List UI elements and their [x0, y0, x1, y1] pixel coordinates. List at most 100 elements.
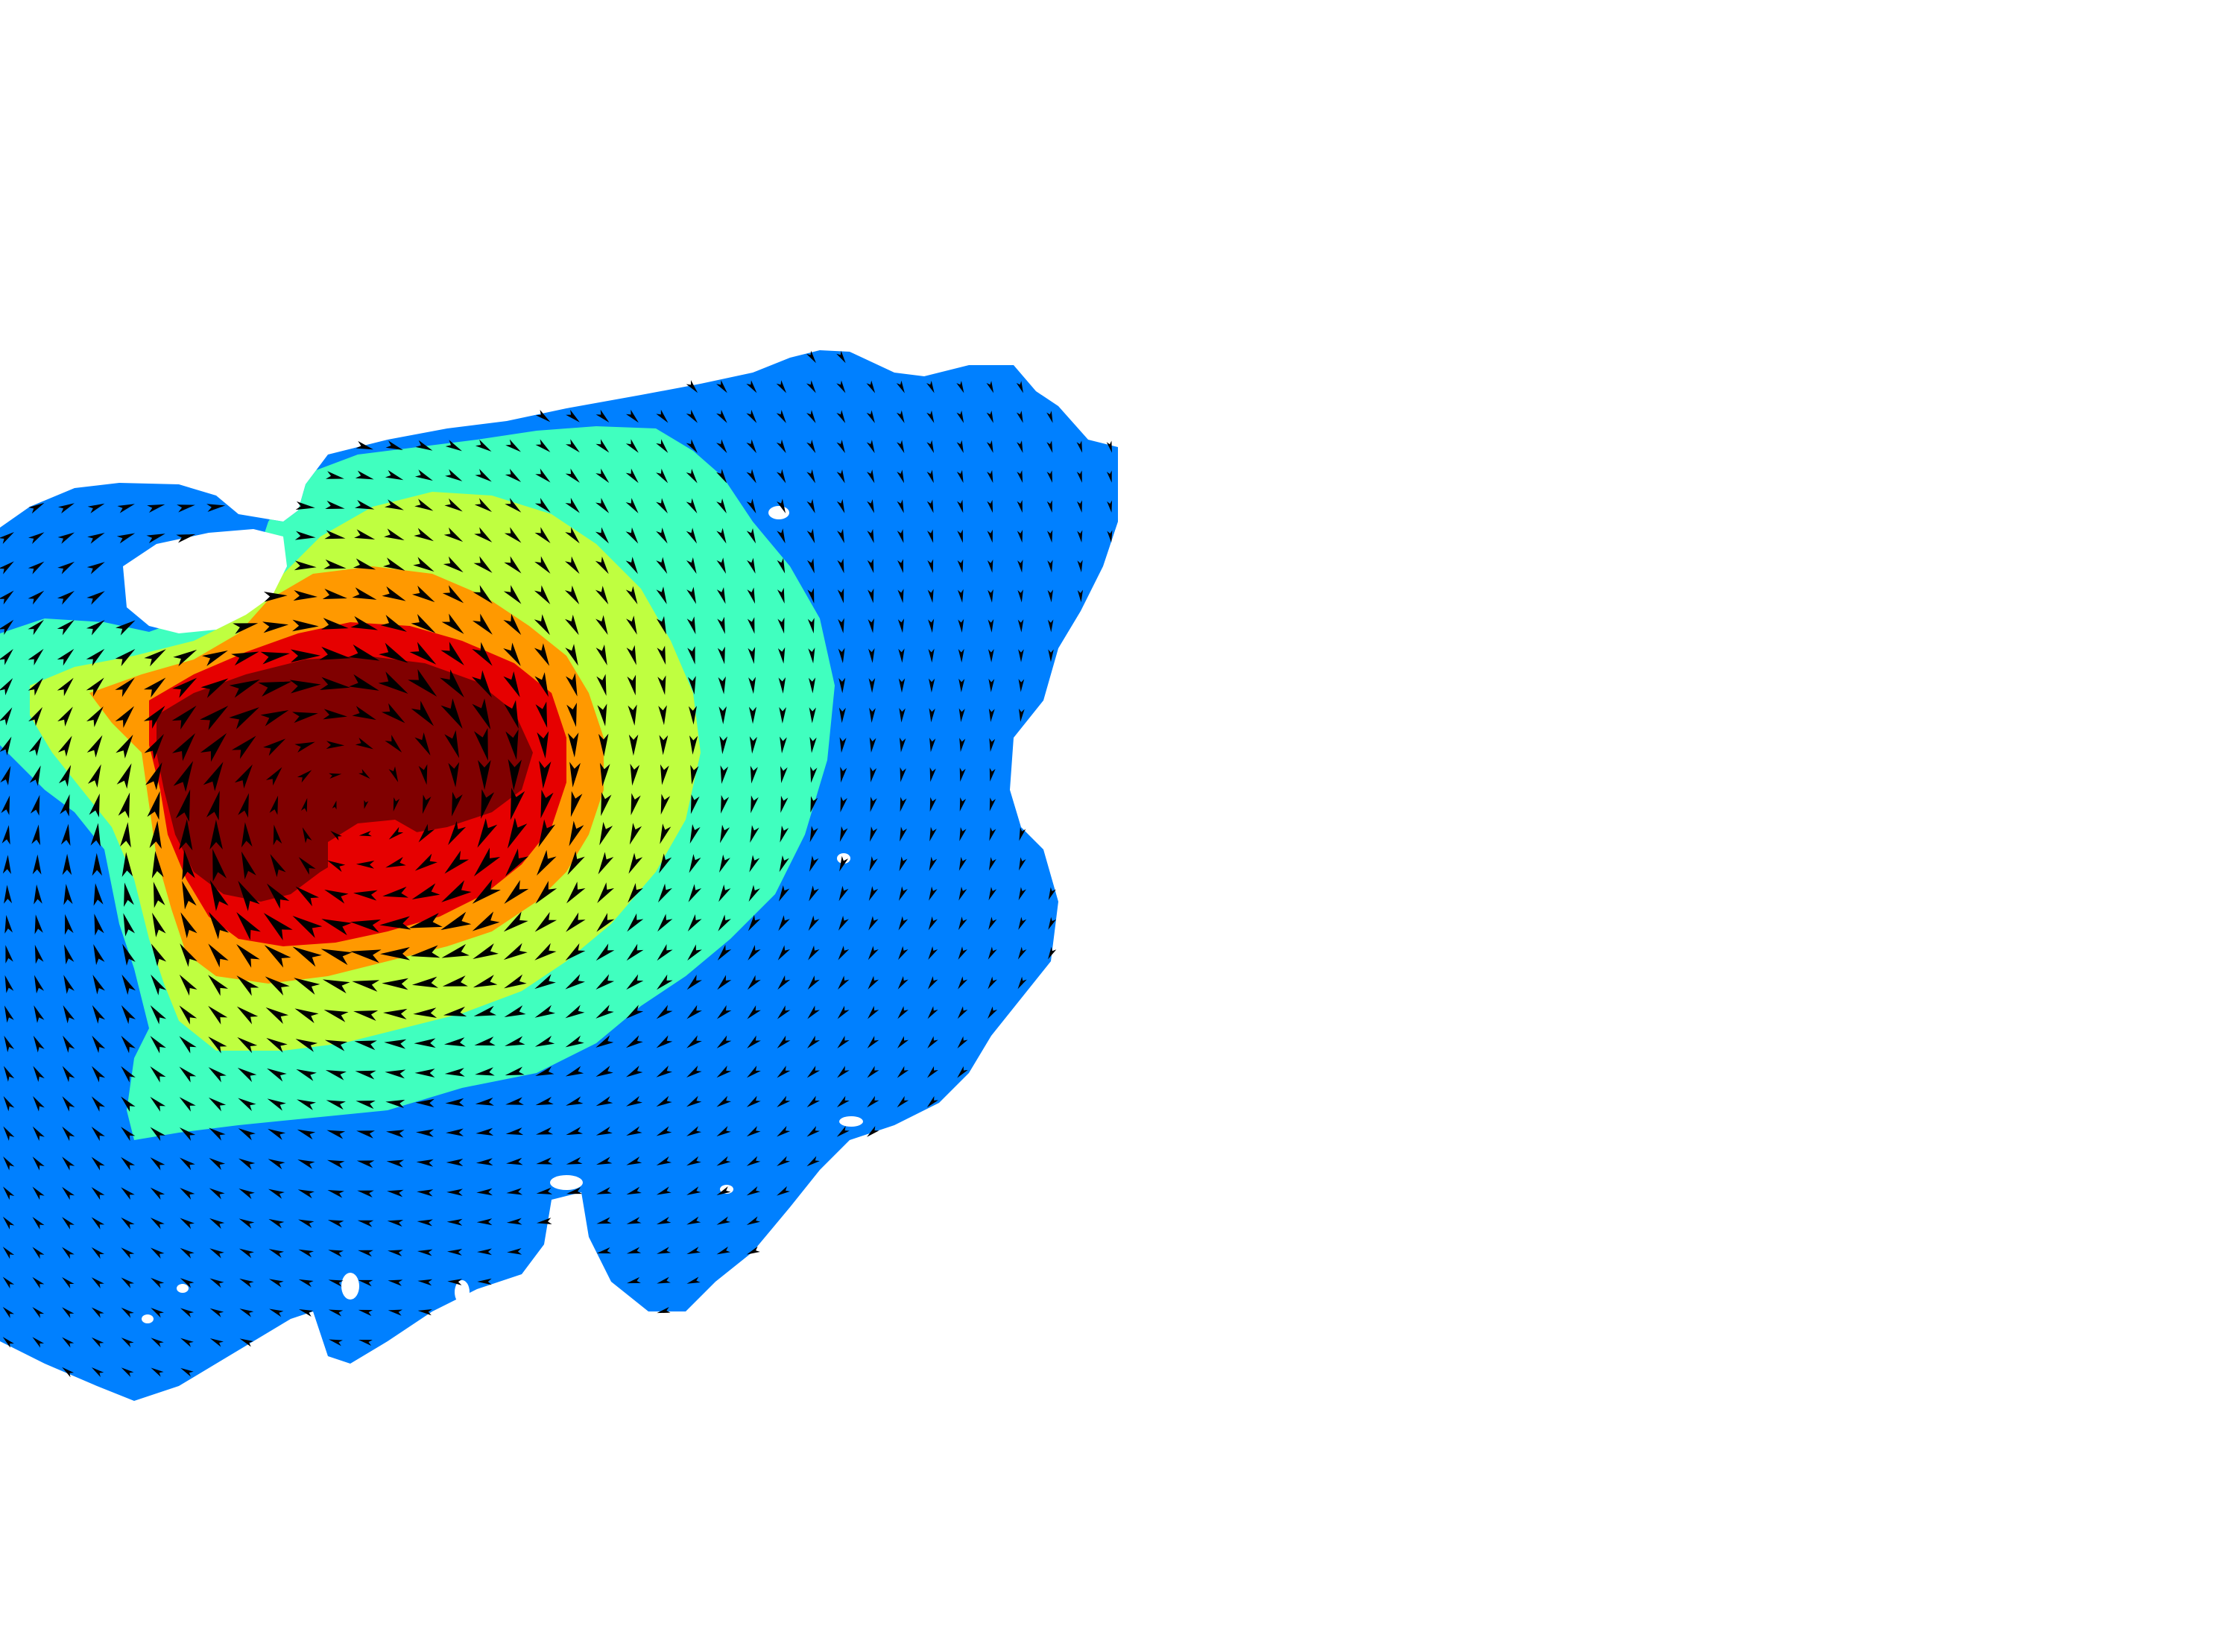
- wind-arrow: [535, 881, 557, 904]
- wind-arrow: [417, 1219, 433, 1227]
- wind-arrow: [268, 1218, 285, 1229]
- wind-arrow: [807, 1035, 821, 1049]
- wind-arrow: [325, 500, 345, 509]
- wind-arrow: [686, 380, 698, 393]
- wind-arrow: [928, 648, 935, 663]
- wind-arrow: [776, 469, 786, 484]
- wind-arrow: [93, 883, 104, 906]
- wind-arrow: [182, 849, 195, 881]
- wind-arrow: [121, 974, 136, 996]
- wind-arrow: [382, 557, 405, 571]
- wind-arrow: [62, 1367, 75, 1378]
- wind-arrow: [238, 1248, 254, 1259]
- wind-arrow: [3, 1095, 15, 1112]
- wind-arrow: [806, 1126, 820, 1137]
- wind-arrow: [171, 732, 195, 762]
- wind-arrow: [929, 767, 936, 782]
- wind-arrow: [565, 1035, 584, 1048]
- wind-arrow: [716, 1066, 732, 1078]
- wind-arrow: [927, 529, 934, 543]
- wind-arrow: [356, 1101, 376, 1110]
- wind-arrow: [929, 826, 937, 842]
- wind-arrow: [959, 797, 967, 811]
- wind-arrow: [356, 1130, 375, 1139]
- wind-arrow: [32, 1337, 45, 1348]
- wind-arrow: [267, 1068, 287, 1082]
- wind-arrow: [838, 975, 850, 990]
- wind-arrow: [33, 1035, 45, 1053]
- wind-arrow: [718, 914, 731, 931]
- wind-arrow: [180, 1308, 195, 1318]
- wind-arrow: [292, 946, 322, 967]
- wind-arrow: [686, 1247, 701, 1255]
- wind-arrow: [926, 499, 934, 513]
- wind-arrow: [899, 708, 906, 723]
- wind-arrow: [320, 618, 349, 630]
- wind-arrow: [145, 762, 162, 791]
- wind-arrow: [236, 975, 259, 996]
- wind-arrow: [867, 1066, 879, 1078]
- wind-arrow: [1106, 470, 1112, 483]
- wind-arrow: [626, 1156, 642, 1165]
- wind-arrow: [330, 830, 342, 841]
- wind-arrow: [116, 763, 132, 789]
- wind-arrow: [1017, 946, 1027, 960]
- wind-arrow: [929, 738, 936, 753]
- wind-arrow: [62, 1307, 75, 1318]
- wind-arrow: [806, 1066, 821, 1078]
- wind-arrow: [444, 498, 463, 512]
- wind-arrow: [180, 912, 198, 939]
- wind-arrow: [746, 1156, 761, 1166]
- wind-arrow: [143, 677, 166, 698]
- wind-arrow: [473, 585, 493, 604]
- wind-arrow: [687, 944, 702, 961]
- wind-arrow: [566, 1187, 583, 1194]
- wind-arrow: [64, 914, 74, 935]
- wind-arrow: [57, 648, 75, 666]
- wind-arrow: [1017, 589, 1023, 603]
- wind-arrow: [179, 819, 193, 851]
- wind-arrow: [505, 439, 521, 452]
- wind-arrow: [898, 916, 909, 931]
- wind-arrow: [58, 765, 72, 787]
- wind-arrow: [327, 860, 346, 873]
- wind-vector-arrows: [0, 350, 1113, 1378]
- wind-arrow: [443, 1037, 466, 1047]
- wind-arrow: [34, 884, 42, 905]
- wind-arrow: [268, 1128, 286, 1140]
- wind-arrow: [354, 529, 376, 539]
- wind-arrow: [958, 678, 965, 693]
- wind-arrow: [897, 618, 905, 633]
- wind-arrow: [417, 1279, 433, 1286]
- wind-arrow: [569, 820, 584, 846]
- wind-arrow: [33, 1096, 45, 1112]
- wind-arrow: [209, 1158, 226, 1171]
- wind-arrow: [237, 1067, 257, 1083]
- wind-arrow: [986, 411, 993, 423]
- wind-arrow: [471, 670, 492, 698]
- wind-arrow: [625, 1066, 643, 1077]
- wind-arrow: [446, 1218, 463, 1226]
- shaded-domain: [0, 350, 1118, 1401]
- wind-arrow: [540, 789, 554, 819]
- wind-arrow: [385, 735, 402, 753]
- wind-arrow: [1046, 530, 1053, 543]
- wind-arrow: [503, 642, 521, 666]
- wind-arrow: [957, 1036, 968, 1048]
- wind-arrow: [809, 885, 819, 902]
- wind-arrow: [294, 978, 320, 995]
- wind-arrow: [443, 527, 464, 542]
- wind-arrow: [239, 1338, 254, 1347]
- wind-arrow: [32, 1216, 45, 1229]
- wind-arrow: [238, 1189, 255, 1200]
- wind-arrow: [687, 676, 696, 695]
- wind-arrow: [353, 1010, 379, 1021]
- wind-arrow: [747, 617, 755, 634]
- wind-arrow: [897, 499, 904, 513]
- wind-arrow: [746, 469, 756, 484]
- wind-arrow: [206, 504, 226, 512]
- wind-arrow: [62, 1276, 75, 1289]
- wind-arrow: [418, 764, 428, 785]
- wind-arrow: [746, 439, 757, 454]
- wind-arrow: [236, 1006, 259, 1025]
